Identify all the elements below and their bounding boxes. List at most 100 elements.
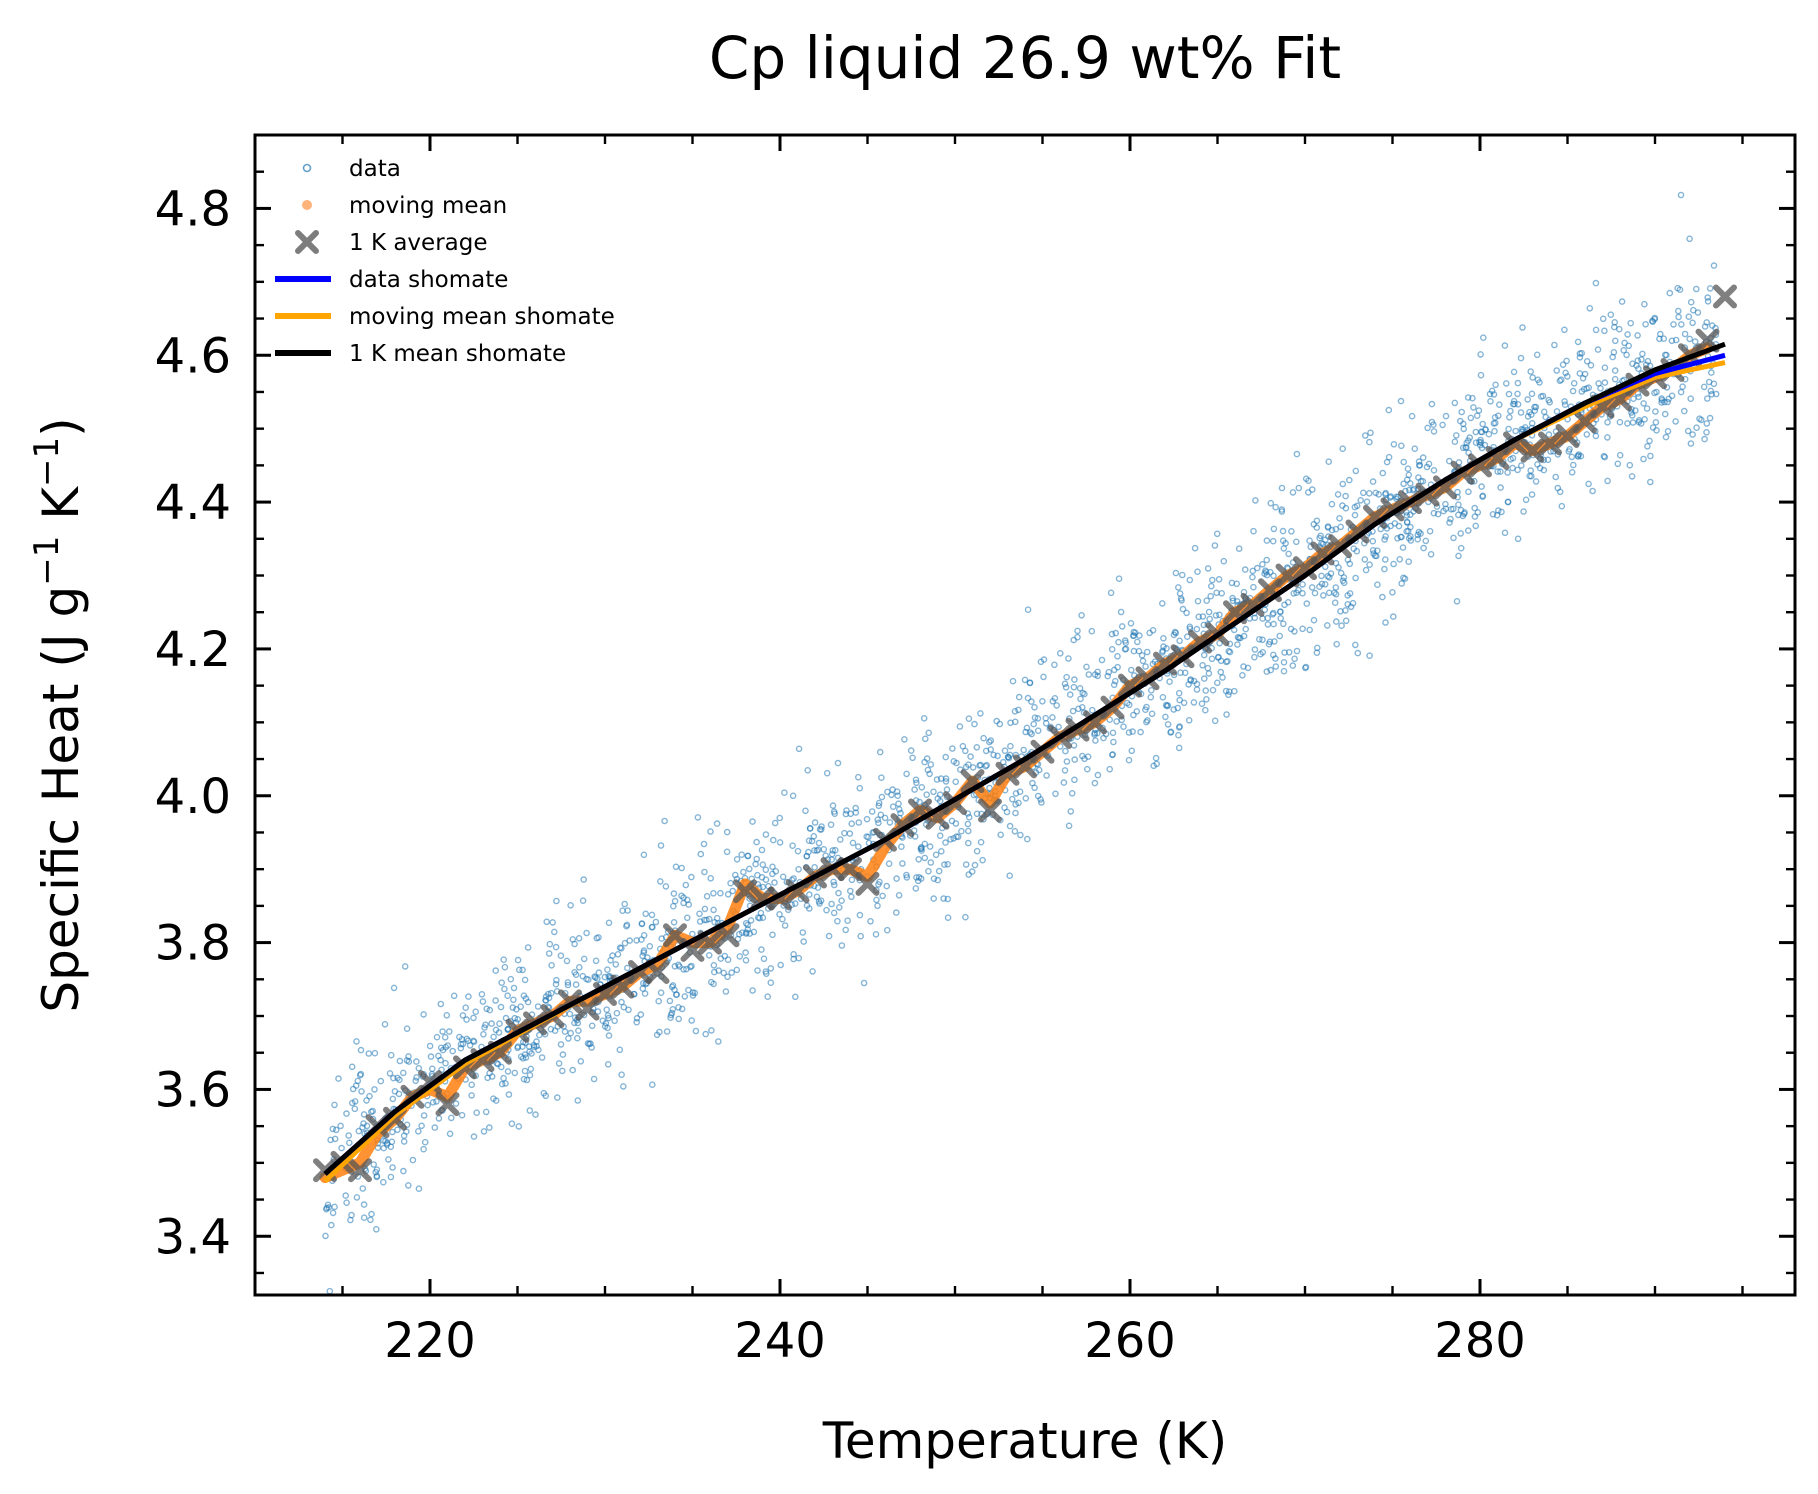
data-point xyxy=(442,1059,449,1067)
data-point xyxy=(1053,702,1060,709)
data-point xyxy=(897,809,904,817)
data-point xyxy=(1568,468,1576,476)
data-point xyxy=(345,1132,353,1139)
data-point xyxy=(1534,461,1541,468)
data-point xyxy=(1269,611,1276,618)
data-point xyxy=(1569,387,1577,395)
data-point xyxy=(830,909,838,917)
data-point xyxy=(564,981,572,989)
data-point xyxy=(1430,509,1438,517)
legend-label: 1 K mean shomate xyxy=(349,341,566,367)
data-point xyxy=(667,1011,675,1019)
data-point xyxy=(1115,575,1123,583)
data-point xyxy=(1459,444,1467,452)
data-point xyxy=(1514,390,1521,398)
data-point xyxy=(1493,511,1501,519)
data-point xyxy=(342,1192,350,1199)
data-point xyxy=(1065,655,1072,662)
data-point xyxy=(1360,489,1367,497)
data-point xyxy=(505,1091,513,1098)
data-point xyxy=(1684,427,1692,435)
data-point xyxy=(1467,414,1475,422)
data-point xyxy=(327,1221,335,1229)
data-point xyxy=(1031,704,1038,711)
data-point xyxy=(1207,592,1214,600)
data-point xyxy=(1007,719,1014,727)
data-point xyxy=(729,887,737,895)
data-point xyxy=(1473,412,1481,420)
data-point xyxy=(494,1060,502,1068)
legend-entry: 1 K mean shomate xyxy=(275,341,566,367)
data-point xyxy=(1627,319,1634,327)
data-point xyxy=(682,881,690,889)
data-point xyxy=(921,840,929,848)
data-point xyxy=(868,808,876,815)
data-point xyxy=(1071,676,1078,683)
avg-marker xyxy=(1520,438,1545,463)
data-point xyxy=(399,1069,407,1077)
data-point xyxy=(1510,368,1518,376)
data-point xyxy=(349,1085,357,1093)
data-point xyxy=(1213,589,1220,597)
data-point xyxy=(1135,647,1143,655)
data-point xyxy=(1125,729,1133,736)
data-point xyxy=(389,1164,396,1171)
data-point xyxy=(736,953,744,960)
data-point xyxy=(520,1075,528,1083)
data-point xyxy=(1279,537,1287,545)
data-point xyxy=(468,1092,475,1099)
data-point xyxy=(953,833,960,840)
data-point xyxy=(769,931,776,939)
data-point xyxy=(941,861,948,868)
data-point xyxy=(753,838,760,846)
data-point xyxy=(1478,428,1486,436)
data-point xyxy=(1332,584,1340,591)
data-point xyxy=(795,745,803,753)
data-point xyxy=(1379,469,1387,477)
data-point xyxy=(1704,395,1711,402)
data-point xyxy=(1066,691,1074,698)
data-point xyxy=(571,1019,578,1027)
data-point xyxy=(1544,456,1552,464)
data-point xyxy=(546,940,554,948)
data-point xyxy=(462,1004,470,1012)
data-point xyxy=(758,946,765,953)
data-point xyxy=(1537,393,1545,400)
data-point xyxy=(1234,633,1242,641)
data-point xyxy=(675,1004,682,1011)
data-point xyxy=(1229,597,1237,605)
data-point xyxy=(875,799,883,807)
data-point xyxy=(1685,313,1693,321)
data-point xyxy=(1039,698,1046,705)
data-point xyxy=(633,1015,641,1022)
data-point xyxy=(818,826,825,833)
data-point xyxy=(973,744,981,751)
data-point xyxy=(1397,533,1404,541)
data-point xyxy=(590,1075,598,1083)
data-point xyxy=(1363,498,1371,506)
data-point xyxy=(691,989,699,997)
data-point xyxy=(1565,448,1573,455)
data-point xyxy=(1507,455,1514,463)
data-point xyxy=(1354,649,1362,657)
data-point xyxy=(1251,646,1259,653)
data-point xyxy=(1640,455,1647,463)
data-point xyxy=(519,1055,527,1062)
data-point xyxy=(1381,536,1388,543)
data-point xyxy=(1216,639,1223,647)
data-point xyxy=(791,900,799,907)
x-tick-label: 220 xyxy=(384,1313,476,1369)
data-point xyxy=(449,1047,457,1055)
data-point xyxy=(1492,381,1499,389)
data-point xyxy=(837,836,844,843)
data-point xyxy=(670,919,678,926)
data-point xyxy=(1612,337,1619,345)
data-point xyxy=(962,763,970,771)
avg-marker-cross xyxy=(1538,431,1562,456)
data-point xyxy=(878,793,886,801)
data-point xyxy=(1089,706,1096,714)
data-point xyxy=(603,1006,611,1014)
data-point xyxy=(1164,721,1172,728)
data-point xyxy=(356,1071,364,1079)
data-point xyxy=(486,1006,494,1014)
